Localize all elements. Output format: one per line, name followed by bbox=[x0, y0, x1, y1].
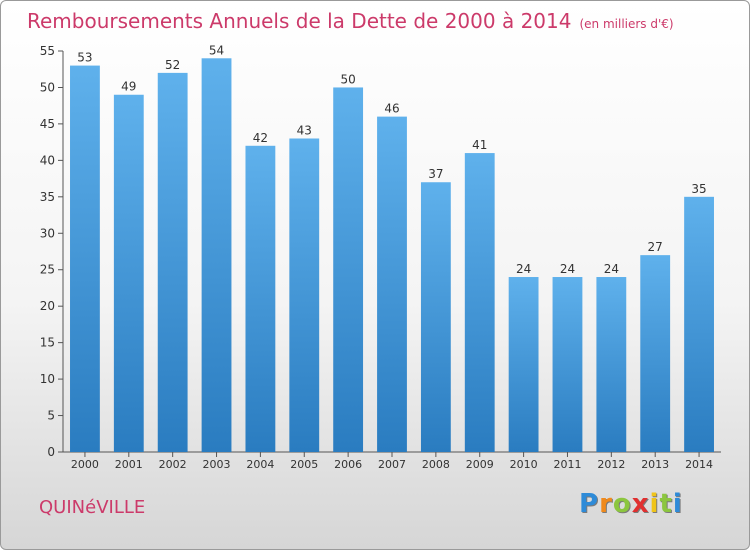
x-tick-label: 2006 bbox=[334, 458, 362, 471]
x-tick-label: 2009 bbox=[466, 458, 494, 471]
chart-title-text: Remboursements Annuels de la Dette de 20… bbox=[27, 9, 572, 33]
bar bbox=[596, 277, 627, 452]
x-tick-label: 2002 bbox=[159, 458, 187, 471]
x-tick-label: 2004 bbox=[246, 458, 274, 471]
y-tick-label: 0 bbox=[47, 445, 55, 459]
x-tick-label: 2007 bbox=[378, 458, 406, 471]
logo-letter: i bbox=[649, 489, 660, 519]
x-axis: 2000 2001 2002 2003 2004 2005 2006 2007 2008 2009… bbox=[63, 451, 721, 471]
bars: 53 49 52 54 42 43 50 46 37 41 24 24 24 27 35 bbox=[70, 43, 714, 453]
data-label: 52 bbox=[165, 58, 180, 72]
data-label: 43 bbox=[297, 123, 312, 137]
town-name: QUINéVILLE bbox=[39, 497, 146, 518]
y-tick-label: 20 bbox=[40, 299, 55, 313]
logo-letter: t bbox=[659, 489, 673, 519]
bar bbox=[552, 277, 583, 452]
data-label: 50 bbox=[340, 72, 355, 86]
bar bbox=[464, 153, 495, 452]
x-tick-label: 2013 bbox=[641, 458, 669, 471]
data-label: 53 bbox=[77, 51, 92, 65]
y-tick-label: 45 bbox=[40, 117, 55, 131]
logo-letter: r bbox=[599, 489, 613, 519]
x-tick-label: 2011 bbox=[553, 458, 581, 471]
x-tick-label: 2003 bbox=[203, 458, 231, 471]
y-tick-label: 50 bbox=[40, 80, 55, 94]
data-label: 24 bbox=[604, 262, 619, 276]
bar bbox=[113, 94, 144, 452]
data-label: 27 bbox=[648, 240, 663, 254]
logo-letter: o bbox=[612, 489, 632, 519]
bar bbox=[684, 196, 714, 452]
data-label: 24 bbox=[516, 262, 531, 276]
y-tick-label: 5 bbox=[47, 409, 55, 423]
bar bbox=[201, 58, 232, 453]
x-tick-label: 2000 bbox=[71, 458, 99, 471]
bar bbox=[377, 116, 407, 453]
chart-title: Remboursements Annuels de la Dette de 20… bbox=[27, 9, 674, 33]
bar bbox=[508, 277, 539, 452]
bar bbox=[70, 65, 100, 452]
x-tick-label: 2001 bbox=[115, 458, 143, 471]
bar bbox=[157, 72, 188, 452]
y-tick-label: 40 bbox=[40, 153, 55, 167]
data-label: 42 bbox=[253, 131, 268, 145]
x-tick-label: 2010 bbox=[510, 458, 538, 471]
data-label: 54 bbox=[209, 43, 224, 57]
x-tick-label: 2012 bbox=[597, 458, 625, 471]
data-label: 41 bbox=[472, 138, 487, 152]
logo-letter: x bbox=[631, 489, 650, 519]
proxiti-logo: Proxiti bbox=[579, 489, 683, 519]
x-tick-label: 2005 bbox=[290, 458, 318, 471]
y-tick-label: 25 bbox=[40, 263, 55, 277]
bar bbox=[245, 145, 276, 453]
chart-unit-note: (en milliers d'€) bbox=[579, 17, 674, 31]
data-label: 37 bbox=[428, 167, 443, 181]
bar bbox=[420, 182, 451, 452]
y-axis: 0 5 10 15 20 25 30 35 40 45 50 55 bbox=[40, 44, 64, 459]
y-tick-label: 15 bbox=[40, 336, 55, 350]
bar bbox=[333, 87, 364, 453]
x-tick-label: 2014 bbox=[685, 458, 713, 471]
y-tick-label: 55 bbox=[40, 44, 55, 58]
bar bbox=[640, 255, 671, 452]
data-label: 49 bbox=[121, 80, 136, 94]
data-label: 24 bbox=[560, 262, 575, 276]
logo-letter: P bbox=[579, 489, 600, 519]
y-tick-label: 10 bbox=[40, 372, 55, 386]
data-label: 46 bbox=[384, 102, 399, 116]
bar bbox=[289, 138, 320, 452]
y-tick-label: 30 bbox=[40, 226, 55, 240]
x-tick-label: 2008 bbox=[422, 458, 450, 471]
data-label: 35 bbox=[691, 182, 706, 196]
y-tick-label: 35 bbox=[40, 190, 55, 204]
logo-letter: i bbox=[672, 489, 683, 519]
